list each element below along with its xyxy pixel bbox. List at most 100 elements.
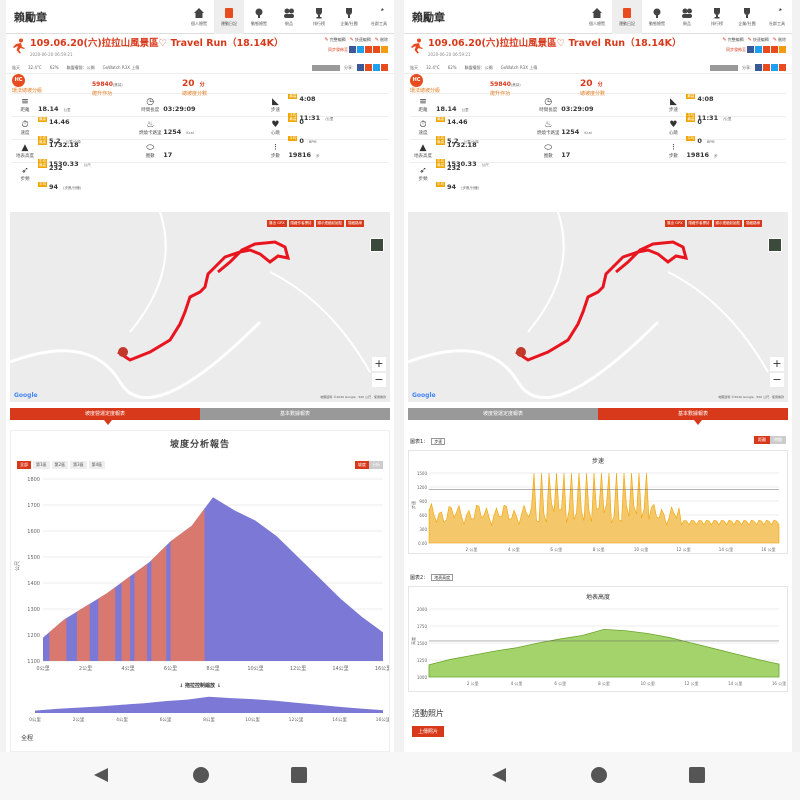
share-facebook-icon[interactable] bbox=[755, 64, 762, 71]
nav-tab-diary[interactable]: 運動日記 bbox=[214, 0, 244, 34]
rss-icon[interactable] bbox=[381, 46, 388, 53]
activity-header: 109.06.20(六)拉拉山風景區♡ Travel Run（18.14K） 2… bbox=[404, 34, 792, 62]
nav-tab-feed[interactable]: 動態總覽 bbox=[642, 0, 672, 34]
tools-icon bbox=[373, 7, 385, 19]
share-google-icon[interactable] bbox=[381, 64, 388, 71]
route-map[interactable]: 匯出 GPX 隱藏作者標誌 顯示連續起始點 隱藏路線 + − Google 地圖… bbox=[10, 212, 390, 402]
share-facebook-icon[interactable] bbox=[357, 64, 364, 71]
climb-band bbox=[170, 497, 205, 661]
facebook-icon[interactable] bbox=[747, 46, 754, 53]
full-edit-link[interactable]: 完整編輯 bbox=[722, 37, 744, 43]
y-tick-label: 1500 bbox=[417, 471, 428, 476]
x-tick-label: 10公里 bbox=[247, 666, 263, 672]
toggle-analysis[interactable]: 分析 bbox=[369, 461, 383, 469]
segment-3[interactable]: 第3區 bbox=[70, 461, 87, 469]
zoom-in-button[interactable]: + bbox=[372, 357, 386, 371]
zoom-out-button[interactable]: − bbox=[372, 373, 386, 387]
upload-photo-button[interactable]: 上傳照片 bbox=[412, 726, 445, 737]
full-edit-link[interactable]: 完整編輯 bbox=[324, 37, 346, 43]
nav-tab-groups[interactable]: 企業/社團 bbox=[732, 0, 762, 34]
nav-tab-overview[interactable]: 個人總覽 bbox=[582, 0, 612, 34]
home-circle-icon[interactable] bbox=[192, 766, 210, 784]
facebook-icon[interactable] bbox=[349, 46, 356, 53]
zoom-out-button[interactable]: − bbox=[770, 373, 784, 387]
satellite-thumbnail[interactable] bbox=[370, 238, 384, 252]
twitter-icon[interactable] bbox=[357, 46, 364, 53]
export-gpx-button[interactable]: 匯出 GPX bbox=[267, 220, 287, 227]
slope-navigator[interactable]: 0公里 2公里 4公里 6公里 8公里 10公里 12公里 14公里 16公里 bbox=[11, 691, 389, 727]
segment-2[interactable]: 第2區 bbox=[51, 461, 69, 469]
trophy-icon bbox=[711, 7, 723, 19]
recents-icon[interactable] bbox=[290, 766, 308, 784]
route-map[interactable]: 匯出 GPX 隱藏作者標誌 顯示連續起始點 隱藏路線 + − Google 地圖… bbox=[408, 212, 788, 402]
toggle-slope[interactable]: 坡度 bbox=[355, 461, 369, 469]
tab-basic-report[interactable]: 基本數據報表 bbox=[200, 408, 390, 420]
nav-tab-diary[interactable]: 運動日記 bbox=[612, 0, 642, 34]
chart2-select[interactable]: 地表高度 bbox=[431, 574, 454, 581]
delete-link[interactable]: 刪除 bbox=[375, 37, 388, 43]
y-tick-label: 300 bbox=[419, 527, 427, 532]
runner-icon bbox=[13, 38, 25, 54]
stat-cell: ≡ 距離 18.14 公里 bbox=[410, 96, 535, 115]
active-tab-arrow bbox=[104, 420, 112, 425]
segment-1[interactable]: 第1區 bbox=[33, 461, 50, 469]
share-twitter-icon[interactable] bbox=[373, 64, 380, 71]
left-screen: 賴勵章 個人總覽 運動日記 動態總覽 揪品 排行榜 企業/社團 社群工具 109… bbox=[6, 0, 394, 752]
quick-edit-link[interactable]: 快速編輯 bbox=[350, 37, 371, 43]
show-points-button[interactable]: 顯示連續起始點 bbox=[315, 220, 344, 227]
nav-tab-friends[interactable]: 揪品 bbox=[274, 0, 304, 34]
nav-tab-ranking[interactable]: 排行榜 bbox=[702, 0, 732, 34]
y-tick-label: 1100 bbox=[27, 659, 40, 665]
stat-cell: ➶ 步頻 最高 232 平均 94 (步數/分鐘) bbox=[12, 155, 137, 193]
hide-markers-button[interactable]: 隱藏作者標誌 bbox=[288, 220, 314, 227]
altitude-chart: 地表高度 2000 1750 1500 1250 1000 高度 2 公里 4 公里 6 公里 8 … bbox=[410, 593, 786, 686]
chart-title: 地表高度 bbox=[586, 593, 610, 601]
quick-edit-link[interactable]: 快速編輯 bbox=[748, 37, 769, 43]
twitter-icon[interactable] bbox=[755, 46, 762, 53]
x-tick-label: 14 公里 bbox=[728, 680, 742, 686]
share-google-icon[interactable] bbox=[779, 64, 786, 71]
chart1-select[interactable]: 步速 bbox=[431, 438, 446, 445]
nav-tab-ranking[interactable]: 排行榜 bbox=[304, 0, 334, 34]
nav-tab-friends[interactable]: 揪品 bbox=[672, 0, 702, 34]
pace-chart: 步速 1500 1200 900 600 300 0.00 步速 2 公里 4 公里 6 公里 8 公… bbox=[410, 457, 780, 552]
nav-tab-overview[interactable]: 個人總覽 bbox=[184, 0, 214, 34]
toggle-time[interactable]: 時間 bbox=[770, 436, 786, 444]
stats-row: ⏱ 速度 最高 14.46 平均 5.2 公里/小時 ♨ 燃燒卡路里 1254 Kcal ♥ 心跳最… bbox=[12, 116, 388, 145]
tab-slope-report[interactable]: 坡度營運定度報表 bbox=[10, 408, 200, 420]
share-plurk-icon[interactable] bbox=[365, 64, 372, 71]
recents-icon[interactable] bbox=[688, 766, 706, 784]
share-plurk-icon[interactable] bbox=[763, 64, 770, 71]
weibo-icon[interactable] bbox=[771, 46, 778, 53]
blog-icon[interactable] bbox=[763, 46, 770, 53]
hide-markers-button[interactable]: 隱藏作者標誌 bbox=[686, 220, 712, 227]
nav-tab-tools[interactable]: 社群工具 bbox=[364, 0, 394, 34]
export-gpx-button[interactable]: 匯出 GPX bbox=[665, 220, 685, 227]
navigator-area bbox=[35, 696, 383, 713]
nav-tab-tools[interactable]: 社群工具 bbox=[762, 0, 792, 34]
weibo-icon[interactable] bbox=[373, 46, 380, 53]
share-twitter-icon[interactable] bbox=[771, 64, 778, 71]
satellite-thumbnail[interactable] bbox=[768, 238, 782, 252]
nav-x-tick-label: 4公里 bbox=[116, 717, 128, 723]
zoom-in-button[interactable]: + bbox=[770, 357, 784, 371]
hide-route-button[interactable]: 隱藏路線 bbox=[346, 220, 364, 227]
nav-tab-feed[interactable]: 動態總覽 bbox=[244, 0, 274, 34]
x-tick-label: 10 公里 bbox=[641, 680, 655, 686]
show-points-button[interactable]: 顯示連續起始點 bbox=[713, 220, 742, 227]
home-circle-icon[interactable] bbox=[590, 766, 608, 784]
tab-slope-report[interactable]: 坡度營運定度報表 bbox=[408, 408, 598, 420]
tab-basic-report[interactable]: 基本數據報表 bbox=[598, 408, 788, 420]
nav-x-tick-label: 10公里 bbox=[245, 717, 260, 723]
nav-tab-groups[interactable]: 企業/社團 bbox=[334, 0, 364, 34]
back-icon[interactable] bbox=[490, 766, 508, 784]
climb-band bbox=[134, 497, 148, 661]
segment-4[interactable]: 第4區 bbox=[88, 461, 106, 469]
blog-icon[interactable] bbox=[365, 46, 372, 53]
segment-all[interactable]: 全部 bbox=[17, 461, 31, 469]
toggle-distance[interactable]: 距離 bbox=[754, 436, 770, 444]
delete-link[interactable]: 刪除 bbox=[773, 37, 786, 43]
rss-icon[interactable] bbox=[779, 46, 786, 53]
back-icon[interactable] bbox=[92, 766, 110, 784]
hide-route-button[interactable]: 隱藏路線 bbox=[744, 220, 762, 227]
